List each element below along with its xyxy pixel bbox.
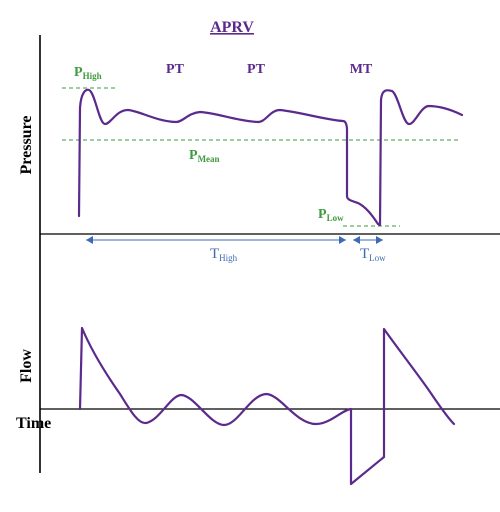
mt-marker: MT [350,62,373,77]
diagram-title: APRV [210,19,254,36]
p-mean-label: PMean [189,148,220,164]
t-high-span [86,236,346,244]
t-low-span [353,236,383,244]
t-high-label: THigh [210,246,238,263]
pressure-axis-label: Pressure [18,116,35,175]
flow-axis-label: Flow [18,349,35,383]
flow-waveform [78,326,456,486]
p-high-label: PHigh [74,65,102,81]
time-axis-label: Time [16,415,51,432]
pt-marker-2: PT [247,62,266,77]
t-low-label: TLow [360,246,386,263]
pt-marker-1: PT [166,62,185,77]
pressure-waveform [77,88,464,227]
p-low-label: PLow [318,207,344,223]
